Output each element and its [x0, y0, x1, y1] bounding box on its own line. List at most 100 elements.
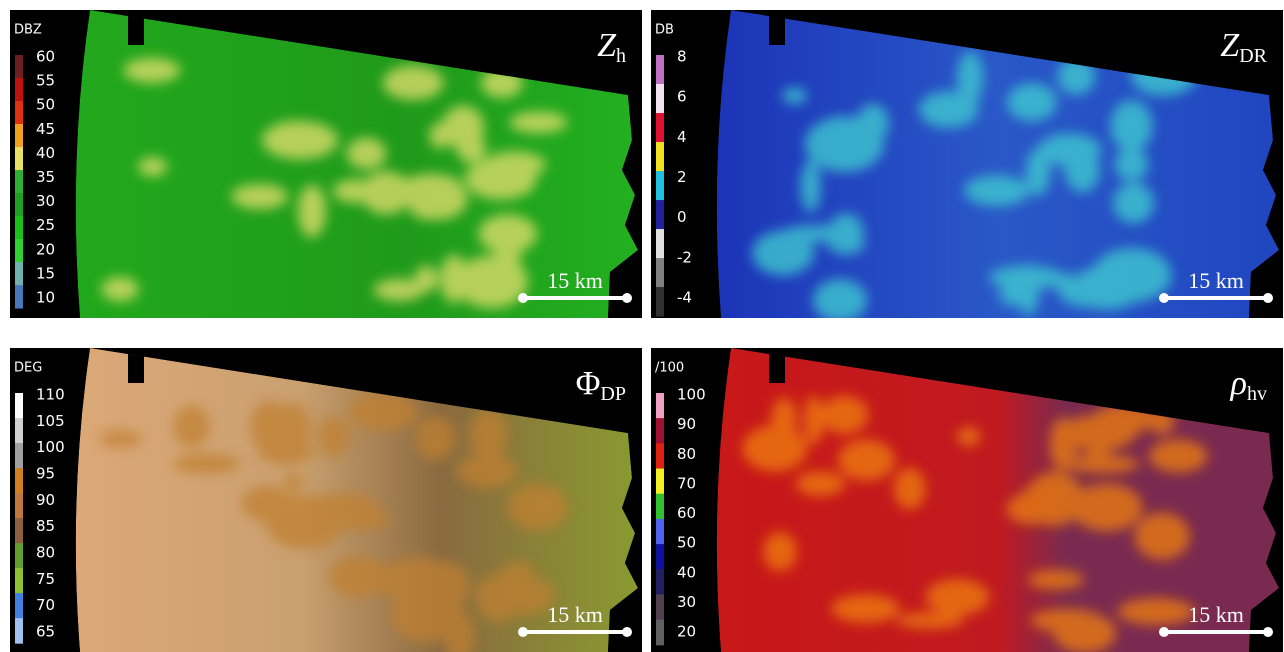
colorbar-tick-label: -4 — [677, 289, 692, 307]
colorbar-segment — [15, 170, 23, 194]
colorbar-segment — [15, 193, 23, 217]
texture-blob — [101, 277, 138, 301]
texture-blob — [1149, 440, 1208, 473]
colorbar-tick-label: 75 — [36, 570, 55, 588]
colorbar-tick-label: 100 — [677, 386, 706, 404]
texture-blob — [483, 151, 545, 177]
colorbar-tick-label: 20 — [677, 623, 696, 641]
colorbar-tick-label: 40 — [36, 144, 55, 162]
texture-blob — [926, 579, 990, 615]
texture-blob — [416, 416, 456, 461]
texture-blob — [1053, 613, 1116, 652]
texture-blob — [813, 279, 867, 322]
title-main: ρ — [1230, 365, 1247, 402]
colorbar-segment — [15, 593, 23, 619]
colorbar-segment — [15, 568, 23, 594]
colorbar-tick-label: 45 — [36, 120, 55, 138]
colorbar-tick-label: 30 — [677, 593, 696, 611]
title-main: Φ — [576, 365, 601, 402]
colorbar-tick-label: 10 — [36, 289, 55, 307]
texture-blob — [138, 157, 167, 176]
colorbar-segment — [15, 518, 23, 544]
texture-blob — [383, 65, 444, 100]
colorbar-tick-label: 15 — [36, 264, 55, 282]
scale-end — [622, 293, 632, 303]
texture-blob — [829, 214, 864, 248]
texture-blob — [379, 557, 456, 604]
texture-blob — [805, 116, 884, 172]
texture-blob — [1054, 273, 1076, 294]
title-sub: hv — [1247, 383, 1267, 405]
colorbar-segment — [656, 418, 664, 444]
colorbar-tick-label: 25 — [36, 216, 55, 234]
colorbar-segment — [15, 393, 23, 419]
texture-blob — [999, 284, 1031, 305]
colorbar-tick-label: 90 — [36, 491, 55, 509]
texture-blob — [804, 395, 824, 444]
title-main: Z — [1220, 27, 1240, 64]
colorbar-segment — [15, 618, 23, 644]
texture-blob — [796, 471, 845, 496]
texture-blob — [896, 612, 964, 628]
scale-end — [1263, 627, 1273, 637]
colorbar-tick-label: 65 — [36, 623, 55, 641]
colorbar-segment — [656, 171, 664, 201]
texture-blob — [919, 91, 979, 128]
figure: DBZ6055504540353025201510Zh15 kmDB86420-… — [0, 0, 1284, 652]
colorbar-segment — [656, 229, 664, 259]
colorbar-tick-label: -2 — [677, 248, 692, 266]
gap-mark — [769, 353, 785, 383]
scale-end — [1159, 293, 1169, 303]
texture-blob — [396, 606, 426, 630]
colorbar-tick-label: 20 — [36, 240, 55, 258]
colorbar-segment — [15, 418, 23, 444]
texture-blob — [1069, 266, 1144, 309]
colorbar-tick-label: 2 — [677, 168, 687, 186]
texture-blob — [1113, 183, 1154, 224]
texture-blob — [258, 439, 313, 464]
colorbar-tick-label: 70 — [36, 596, 55, 614]
texture-blob — [99, 430, 143, 447]
texture-blob — [1028, 570, 1084, 590]
scale-label: 15 km — [1188, 268, 1244, 293]
texture-blob — [429, 123, 450, 149]
texture-blob — [1007, 83, 1057, 121]
texture-blob — [361, 171, 411, 215]
colorbar-segment — [15, 285, 23, 309]
colorbar-tick-label: 50 — [677, 534, 696, 552]
colorbar-tick-label: 60 — [677, 504, 696, 522]
scale-end — [622, 627, 632, 637]
colorbar-tick-label: 110 — [36, 386, 65, 404]
texture-blob — [838, 440, 895, 481]
texture-blob — [763, 532, 796, 571]
texture-blob — [457, 135, 486, 163]
colorbar-unit: /100 — [655, 361, 684, 376]
colorbar-segment — [15, 216, 23, 240]
texture-blob — [455, 256, 528, 308]
texture-blob — [123, 58, 180, 83]
colorbar-tick-label: 80 — [36, 544, 55, 562]
texture-blob — [742, 425, 807, 471]
texture-blob — [801, 160, 821, 213]
texture-blob — [231, 184, 288, 209]
colorbar-segment — [656, 113, 664, 143]
colorbar-tick-label: 40 — [677, 563, 696, 581]
texture-blob — [989, 266, 1064, 290]
colorbar-tick-label: 100 — [36, 438, 65, 456]
texture-blob — [1050, 417, 1078, 471]
colorbar-segment — [15, 493, 23, 519]
colorbar-segment — [15, 147, 23, 171]
texture-blob — [309, 492, 381, 531]
texture-blob — [1134, 513, 1189, 560]
colorbar-tick-label: 90 — [677, 415, 696, 433]
colorbar-segment — [656, 469, 664, 495]
title-main: Z — [597, 27, 617, 64]
texture-blob — [509, 111, 567, 133]
colorbar-segment — [656, 258, 664, 288]
scale-end — [518, 293, 528, 303]
colorbar-tick-label: 8 — [677, 48, 687, 66]
texture-blob — [503, 561, 534, 582]
texture-blob — [401, 174, 462, 200]
texture-blob — [478, 214, 537, 253]
